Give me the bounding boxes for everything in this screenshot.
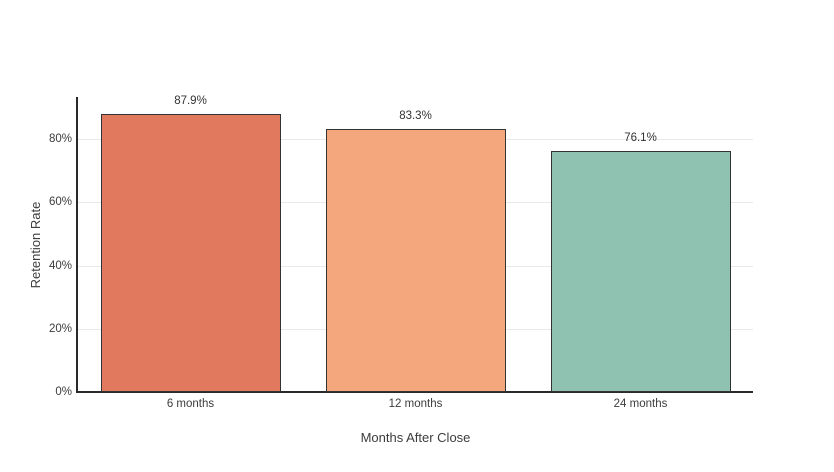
bar-12-months[interactable] [325,128,506,392]
bar-6-months[interactable] [100,114,281,392]
y-tick-label-40: 40% [48,259,72,272]
plot-area: 87.9% 83.3% 76.1% [78,95,753,392]
y-tick-label-60: 60% [48,196,72,209]
bar-value-label: 83.3% [399,109,432,122]
x-tick-label-12-months: 12 months [388,398,443,410]
bar-value-label: 87.9% [174,95,207,108]
x-axis-title: Months After Close [360,430,471,445]
x-axis-line [76,391,753,393]
y-tick-label-0: 0% [55,386,72,398]
bar-value-label: 76.1% [624,132,657,145]
y-axis-title: Retention Rate [28,201,43,289]
x-tick-label-6-months: 6 months [166,398,215,410]
y-tick-label-80: 80% [48,133,72,146]
y-tick-label-20: 20% [48,322,72,335]
bar-24-months[interactable] [550,151,731,392]
y-axis-line [76,97,78,393]
x-tick-label-24-months: 24 months [613,398,668,410]
